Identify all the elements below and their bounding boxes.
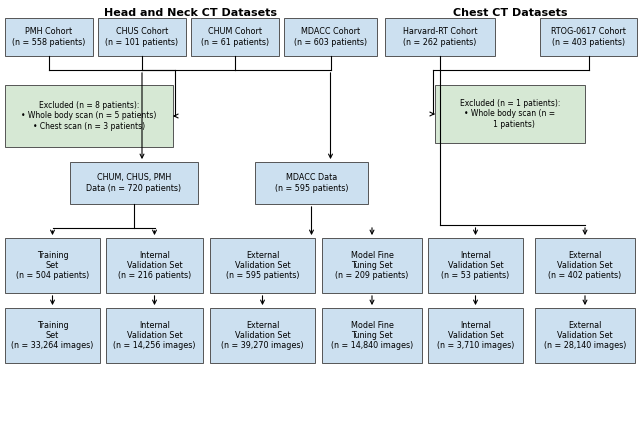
Bar: [106, 308, 203, 363]
Bar: [535, 308, 635, 363]
Bar: [5, 85, 173, 147]
Text: External
Validation Set
(n = 28,140 images): External Validation Set (n = 28,140 imag…: [544, 321, 626, 350]
Text: Internal
Validation Set
(n = 216 patients): Internal Validation Set (n = 216 patient…: [118, 251, 191, 280]
Bar: [540, 18, 637, 56]
Text: Training
Set
(n = 33,264 images): Training Set (n = 33,264 images): [12, 321, 93, 350]
Text: Internal
Validation Set
(n = 14,256 images): Internal Validation Set (n = 14,256 imag…: [113, 321, 196, 350]
Text: Internal
Validation Set
(n = 53 patients): Internal Validation Set (n = 53 patients…: [442, 251, 509, 280]
Text: External
Validation Set
(n = 595 patients): External Validation Set (n = 595 patient…: [226, 251, 300, 280]
Text: Harvard-RT Cohort
(n = 262 patients): Harvard-RT Cohort (n = 262 patients): [403, 27, 477, 47]
Bar: [210, 308, 315, 363]
Text: Training
Set
(n = 504 patients): Training Set (n = 504 patients): [16, 251, 89, 280]
Text: RTOG-0617 Cohort
(n = 403 patients): RTOG-0617 Cohort (n = 403 patients): [551, 27, 626, 47]
Bar: [70, 162, 198, 204]
Bar: [284, 18, 377, 56]
Bar: [5, 18, 93, 56]
Text: External
Validation Set
(n = 39,270 images): External Validation Set (n = 39,270 imag…: [221, 321, 304, 350]
Text: CHUM, CHUS, PMH
Data (n = 720 patients): CHUM, CHUS, PMH Data (n = 720 patients): [86, 173, 182, 192]
Bar: [428, 308, 523, 363]
Text: Excluded (n = 1 patients):
• Whole body scan (n =
   1 patients): Excluded (n = 1 patients): • Whole body …: [460, 99, 560, 129]
Bar: [5, 308, 100, 363]
Text: PMH Cohort
(n = 558 patients): PMH Cohort (n = 558 patients): [12, 27, 86, 47]
Text: MDACC Cohort
(n = 603 patients): MDACC Cohort (n = 603 patients): [294, 27, 367, 47]
Bar: [255, 162, 368, 204]
Text: Internal
Validation Set
(n = 3,710 images): Internal Validation Set (n = 3,710 image…: [437, 321, 514, 350]
Text: MDACC Data
(n = 595 patients): MDACC Data (n = 595 patients): [275, 173, 348, 192]
Bar: [322, 238, 422, 293]
Bar: [191, 18, 279, 56]
Text: Head and Neck CT Datasets: Head and Neck CT Datasets: [104, 8, 276, 18]
Text: External
Validation Set
(n = 402 patients): External Validation Set (n = 402 patient…: [548, 251, 621, 280]
Bar: [435, 85, 585, 143]
Bar: [535, 238, 635, 293]
Text: Model Fine
Tuning Set
(n = 14,840 images): Model Fine Tuning Set (n = 14,840 images…: [331, 321, 413, 350]
Bar: [322, 308, 422, 363]
Bar: [5, 238, 100, 293]
Bar: [385, 18, 495, 56]
Text: CHUS Cohort
(n = 101 patients): CHUS Cohort (n = 101 patients): [106, 27, 179, 47]
Text: Excluded (n = 8 patients):
• Whole body scan (n = 5 patients)
• Chest scan (n = : Excluded (n = 8 patients): • Whole body …: [21, 101, 157, 131]
Bar: [106, 238, 203, 293]
Bar: [428, 238, 523, 293]
Bar: [210, 238, 315, 293]
Text: CHUM Cohort
(n = 61 patients): CHUM Cohort (n = 61 patients): [201, 27, 269, 47]
Text: Model Fine
Tuning Set
(n = 209 patients): Model Fine Tuning Set (n = 209 patients): [335, 251, 409, 280]
Bar: [98, 18, 186, 56]
Text: Chest CT Datasets: Chest CT Datasets: [452, 8, 567, 18]
